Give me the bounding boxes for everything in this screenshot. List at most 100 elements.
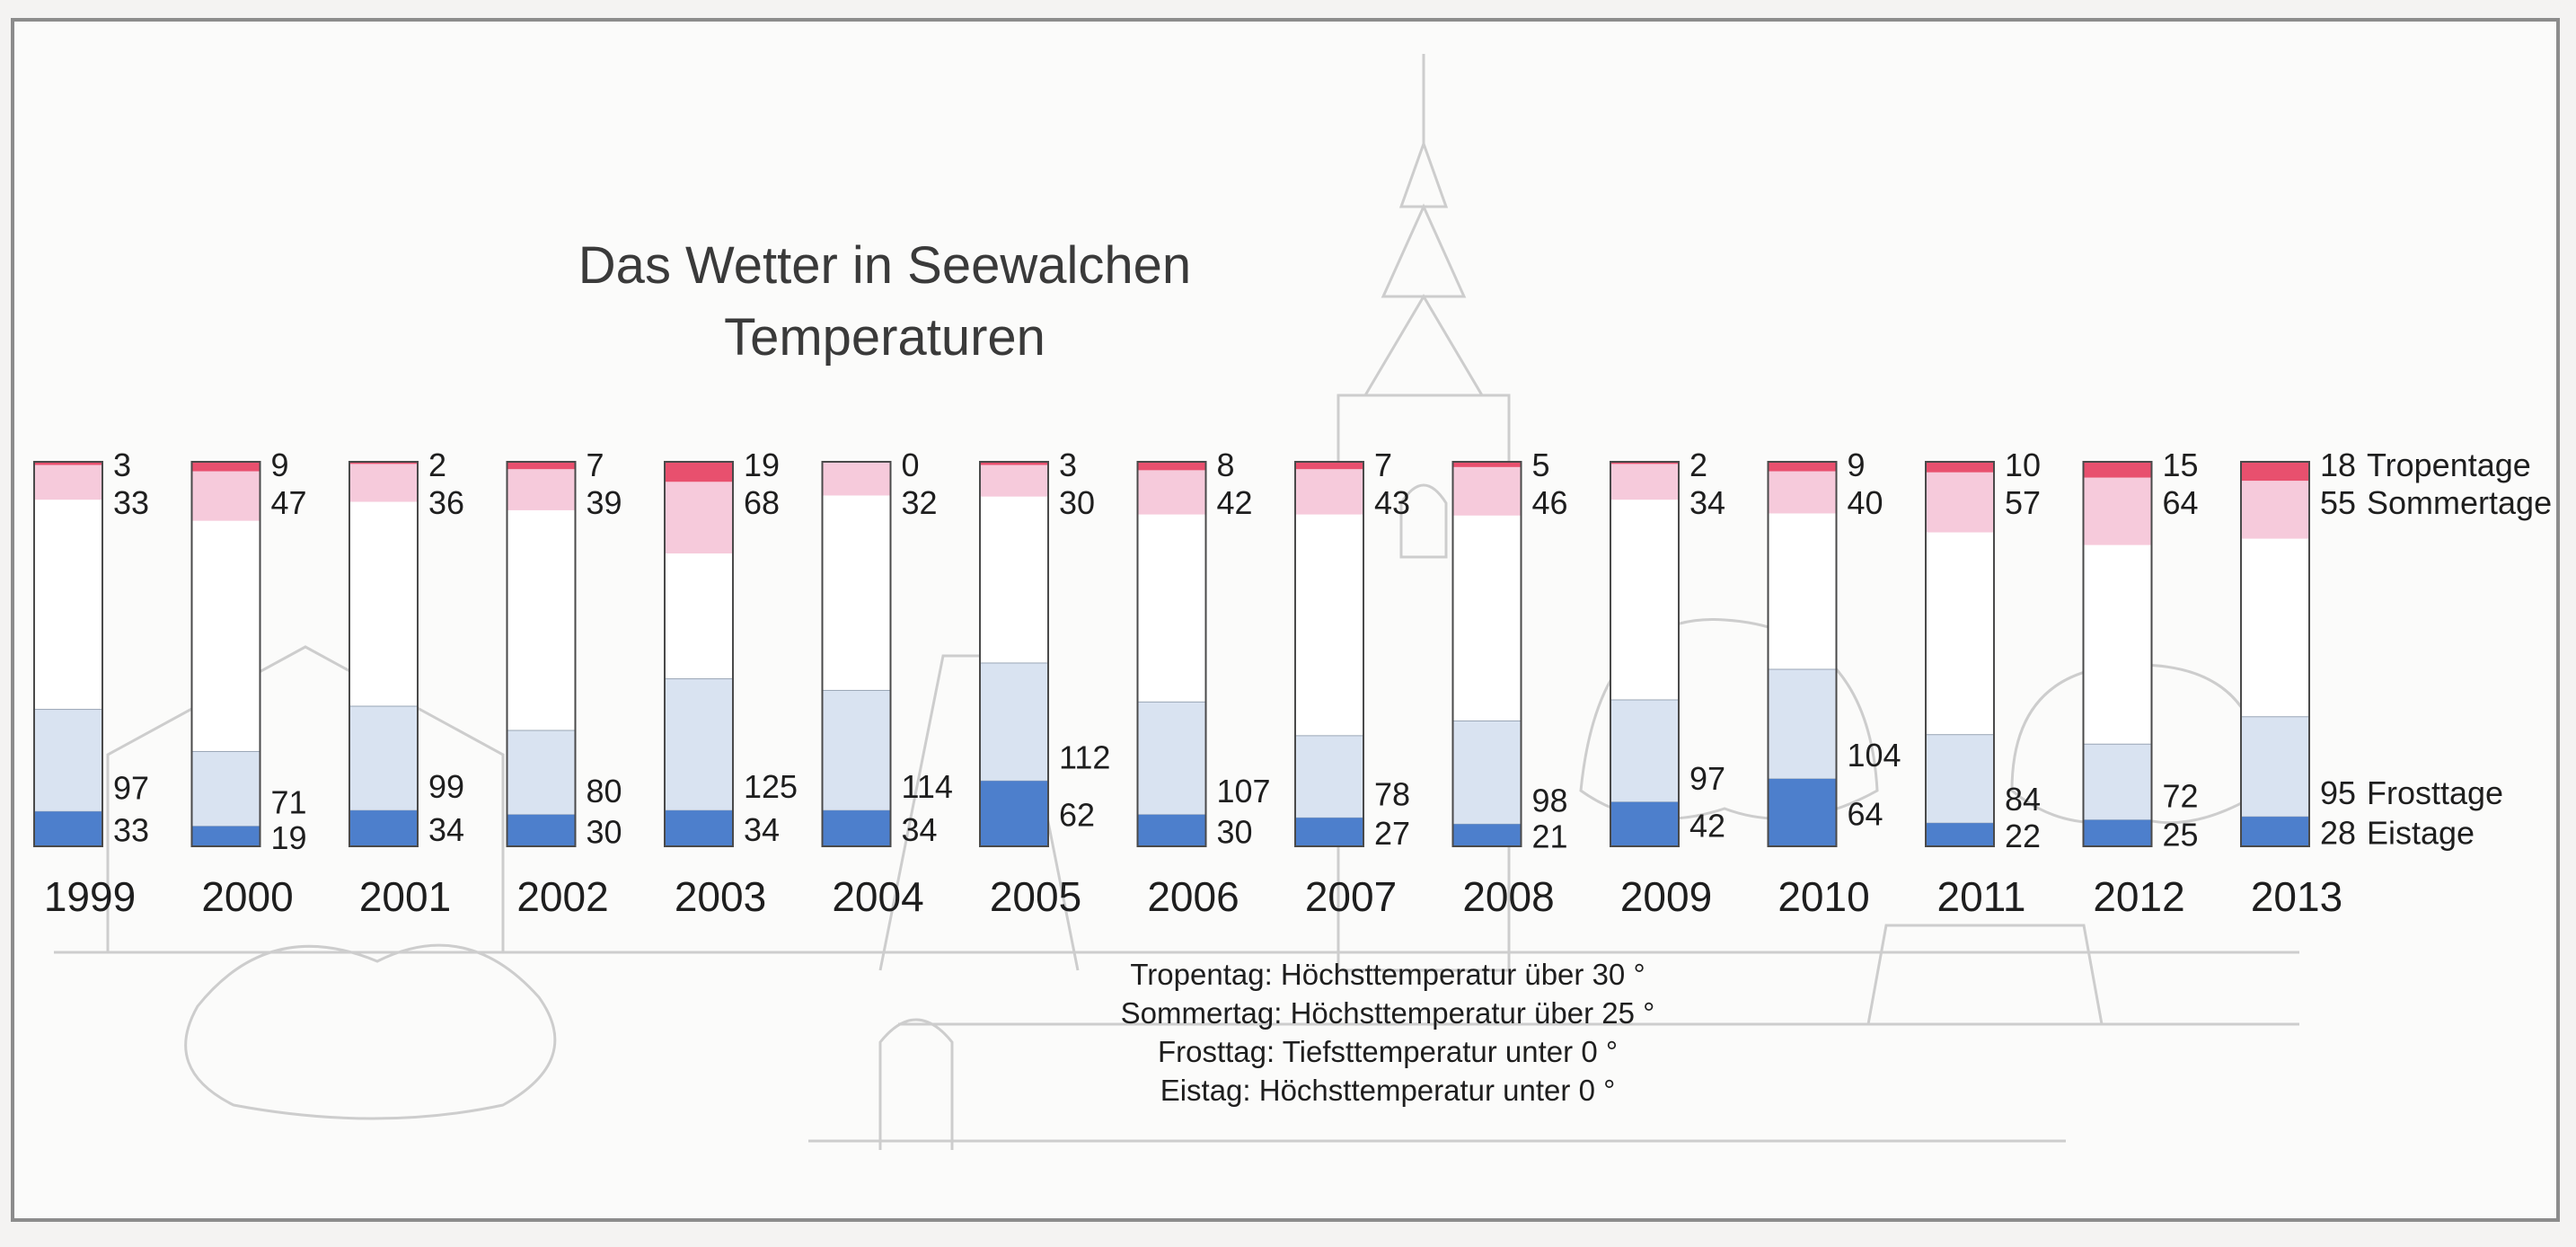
legend-tropentage: Tropentage	[2367, 447, 2531, 483]
value-tropentage: 10	[2005, 447, 2041, 483]
segment-tropentage	[1452, 462, 1522, 467]
value-eistage: 19	[271, 819, 307, 856]
segment-eistage	[1137, 814, 1206, 846]
segment-sommertage	[34, 464, 102, 500]
year-label-2008: 2008	[1462, 873, 1554, 920]
value-tropentage: 7	[587, 447, 604, 483]
bar-border	[33, 461, 103, 847]
segment-frosttage	[191, 750, 260, 827]
segment-frosttage	[2240, 716, 2310, 818]
bar-border	[1767, 461, 1838, 847]
value-eistage: 34	[902, 811, 938, 848]
bar-column-2001	[348, 461, 419, 847]
bar-column-2002	[506, 461, 577, 847]
bar-border	[821, 461, 892, 847]
value-frosttage: 72	[2163, 778, 2199, 815]
year-label-2004: 2004	[832, 873, 923, 920]
segment-frosttage	[33, 709, 103, 812]
value-frosttage: 98	[1532, 782, 1568, 818]
segment-tropentage	[1926, 462, 1994, 473]
value-frosttage: 71	[271, 784, 307, 821]
segment-eistage	[822, 810, 891, 846]
segment-frosttage	[1137, 701, 1206, 816]
value-frosttage: 104	[1848, 737, 1901, 774]
value-sommertage: 57	[2005, 484, 2041, 521]
segment-frosttage	[507, 730, 576, 816]
definition-eistag: Eistag: Höchsttemperatur unter 0 °	[1160, 1074, 1616, 1107]
value-tropentage: 9	[271, 447, 289, 483]
value-sommertage: 40	[1848, 484, 1883, 521]
segment-eistage	[1295, 818, 1363, 846]
bar-border	[348, 461, 419, 847]
year-label-2003: 2003	[675, 873, 766, 920]
segment-eistage	[191, 826, 260, 846]
segment-sommertage	[1295, 469, 1363, 515]
bar-column-2013	[2240, 461, 2310, 847]
legend-frosttage: Frosttage	[2367, 774, 2503, 811]
legend-sommertage: Sommertage	[2367, 484, 2552, 521]
bar-border	[506, 461, 577, 847]
segment-tropentage	[349, 462, 418, 464]
segment-sommertage	[822, 462, 891, 496]
segment-tropentage	[665, 462, 733, 482]
value-eistage: 34	[744, 811, 780, 848]
segment-tropentage	[191, 462, 260, 472]
bar-border	[2240, 461, 2310, 847]
segment-eistage	[665, 810, 733, 846]
chart-title: Das Wetter in Seewalchen	[578, 236, 1191, 295]
year-label-2006: 2006	[1147, 873, 1239, 920]
bar-column-2005	[979, 461, 1049, 847]
definition-tropentag: Tropentag: Höchsttemperatur über 30 °	[1130, 958, 1645, 991]
segment-frosttage	[664, 678, 734, 811]
legend-eistage: Eistage	[2367, 815, 2475, 852]
segment-sommertage	[191, 471, 260, 521]
segment-sommertage	[2241, 481, 2309, 539]
segment-frosttage	[1768, 668, 1837, 780]
value-tropentage: 2	[428, 447, 446, 483]
value-frosttage: 99	[428, 768, 464, 805]
value-eistage: 30	[587, 813, 622, 850]
definitions: Tropentag: Höchsttemperatur über 30 ° So…	[1121, 958, 1655, 1107]
year-label-2001: 2001	[359, 873, 451, 920]
segment-tropentage	[1610, 462, 1679, 464]
value-eistage: 28	[2320, 815, 2356, 852]
segment-sommertage	[507, 469, 576, 510]
segment-tropentage	[507, 462, 576, 470]
value-frosttage: 97	[1689, 760, 1725, 797]
value-frosttage: 95	[2320, 774, 2356, 811]
segment-sommertage	[1768, 471, 1837, 514]
year-label-2011: 2011	[1937, 873, 2026, 920]
value-eistage: 22	[2005, 818, 2041, 854]
segment-eistage	[980, 781, 1048, 846]
year-label-2002: 2002	[516, 873, 608, 920]
segment-frosttage	[1925, 734, 1995, 824]
segment-frosttage	[979, 662, 1049, 782]
value-eistage: 62	[1059, 797, 1095, 834]
bar-column-2006	[1136, 461, 1207, 847]
segment-sommertage	[2083, 477, 2152, 545]
value-sommertage: 46	[1532, 484, 1568, 521]
bar-column-2009	[1610, 461, 1680, 847]
bar-border	[1136, 461, 1207, 847]
segment-frosttage	[1610, 699, 1680, 803]
value-eistage: 21	[1532, 818, 1568, 855]
bar-border	[979, 461, 1049, 847]
value-frosttage: 112	[1059, 738, 1110, 775]
value-tropentage: 2	[1689, 447, 1707, 483]
value-tropentage: 7	[1374, 447, 1392, 483]
segment-sommertage	[1610, 464, 1679, 500]
value-frosttage: 78	[1374, 775, 1410, 812]
bar-column-2004	[821, 461, 892, 847]
bar-column-2012	[2082, 461, 2153, 847]
bar-border	[1451, 461, 1522, 847]
value-sommertage: 64	[2163, 484, 2199, 521]
value-sommertage: 68	[744, 484, 780, 521]
segment-tropentage	[1768, 462, 1837, 472]
bar-column-1999	[33, 461, 103, 847]
value-tropentage: 3	[1059, 447, 1077, 483]
segment-frosttage	[2083, 743, 2152, 821]
value-tropentage: 18	[2320, 447, 2356, 483]
value-tropentage: 15	[2163, 447, 2199, 483]
value-eistage: 34	[428, 811, 464, 848]
chart-subtitle: Temperaturen	[724, 308, 1045, 367]
